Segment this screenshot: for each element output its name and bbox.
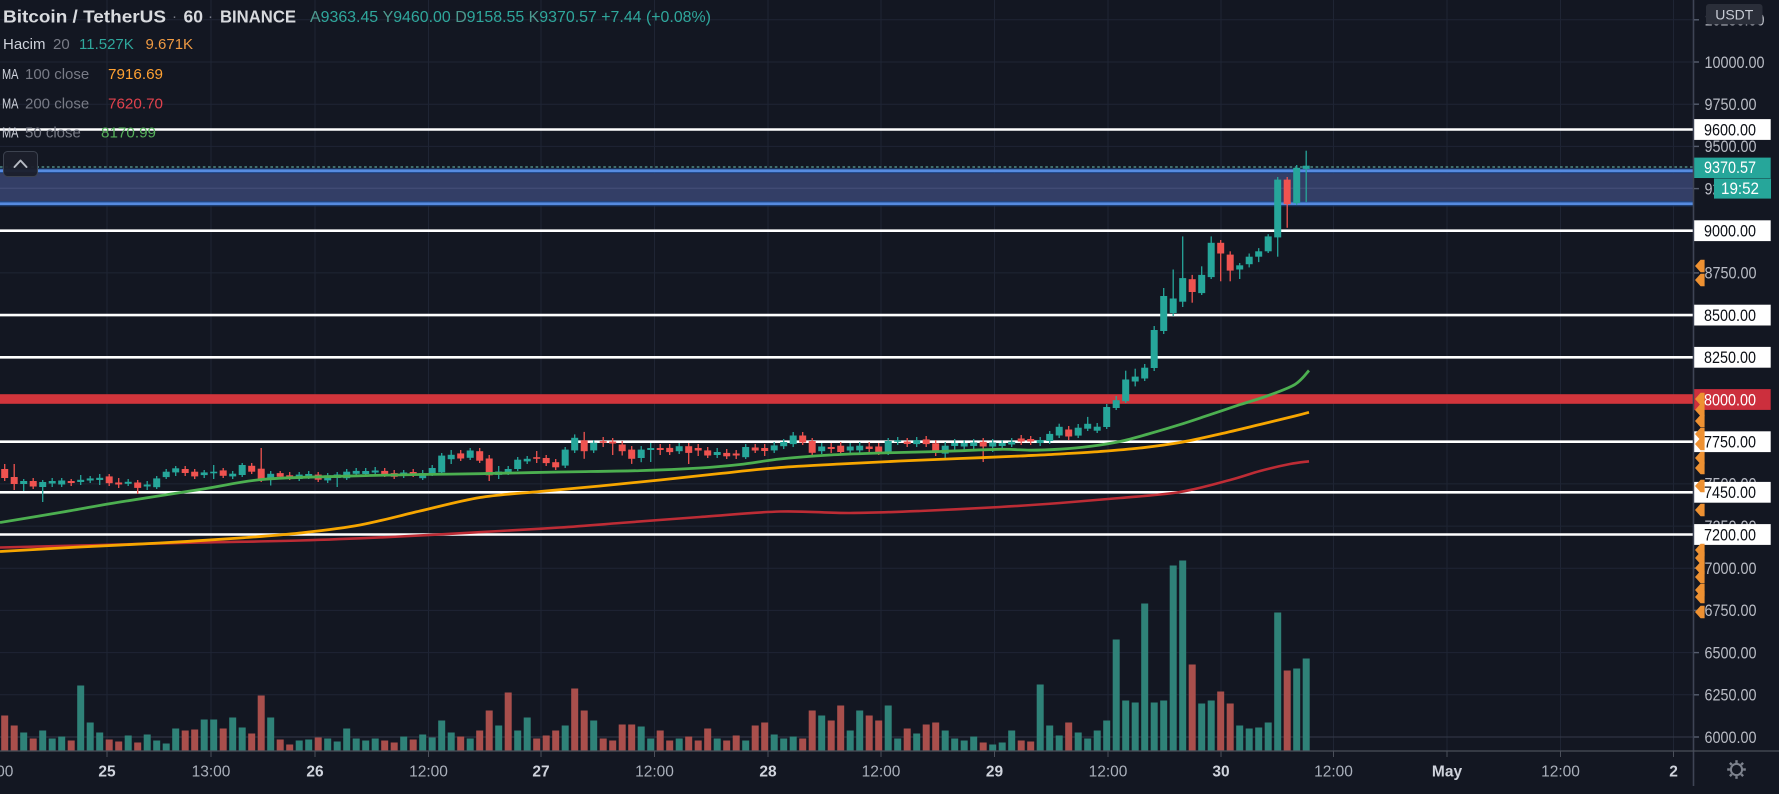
svg-text:60: 60 [184,7,204,27]
svg-text:12:00: 12:00 [635,764,674,781]
svg-text:8170.99: 8170.99 [101,125,156,142]
svg-text:9.671K: 9.671K [146,36,194,53]
svg-text:USDT: USDT [1715,6,1754,22]
svg-text:7750.00: 7750.00 [1704,433,1756,451]
svg-text:6500.00: 6500.00 [1705,644,1757,662]
svg-text:30: 30 [1212,764,1229,781]
svg-text:9370.57: 9370.57 [1704,159,1756,177]
svg-text:·: · [208,8,213,25]
svg-text:9750.00: 9750.00 [1705,96,1757,114]
svg-text:6000.00: 6000.00 [1705,729,1757,747]
svg-text:8750.00: 8750.00 [1705,265,1757,283]
svg-text:2: 2 [1669,764,1678,781]
svg-text:25: 25 [98,764,116,781]
svg-text:12:00: 12:00 [1541,764,1580,781]
svg-text:9000.00: 9000.00 [1704,223,1756,241]
svg-text:7620.70: 7620.70 [108,96,163,113]
svg-text:00:00: 00:00 [0,764,14,781]
svg-text:Hacim: Hacim [3,36,46,53]
svg-text:11.527K: 11.527K [79,36,134,53]
svg-text:19:52: 19:52 [1721,180,1759,198]
svg-text:12:00: 12:00 [1089,764,1128,781]
svg-text:9500.00: 9500.00 [1705,138,1757,156]
svg-text:12:00: 12:00 [409,764,448,781]
svg-text:8500.00: 8500.00 [1704,307,1756,325]
svg-text:6750.00: 6750.00 [1705,602,1757,620]
svg-text:May: May [1432,764,1463,781]
svg-text:100 close: 100 close [25,66,89,83]
svg-text:·: · [172,8,177,25]
svg-text:7916.69: 7916.69 [108,66,163,83]
svg-text:7450.00: 7450.00 [1704,484,1756,502]
svg-text:8250.00: 8250.00 [1704,349,1756,367]
svg-text:7200.00: 7200.00 [1704,526,1756,544]
svg-text:MA: MA [2,96,19,113]
svg-text:7000.00: 7000.00 [1705,560,1757,578]
svg-text:50 close: 50 close [25,125,81,142]
svg-text:29: 29 [986,764,1004,781]
svg-text:200 close: 200 close [25,96,89,113]
svg-text:20: 20 [53,36,70,53]
svg-text:Bitcoin / TetherUS: Bitcoin / TetherUS [3,7,166,27]
svg-text:MA: MA [2,66,19,83]
svg-text:26: 26 [306,764,324,781]
svg-text:28: 28 [759,764,777,781]
svg-text:8000.00: 8000.00 [1704,391,1756,409]
svg-text:BINANCE: BINANCE [220,7,296,27]
svg-text:9600.00: 9600.00 [1704,121,1756,139]
svg-text:A9363.45 Y9460.00 D9158.55 K93: A9363.45 Y9460.00 D9158.55 K9370.57 +7.4… [310,9,711,26]
svg-text:MA: MA [2,125,19,142]
svg-text:10000.00: 10000.00 [1705,54,1765,72]
svg-text:12:00: 12:00 [862,764,901,781]
svg-text:12:00: 12:00 [1314,764,1353,781]
svg-text:27: 27 [532,764,549,781]
svg-text:13:00: 13:00 [192,764,231,781]
svg-text:6250.00: 6250.00 [1705,687,1757,705]
